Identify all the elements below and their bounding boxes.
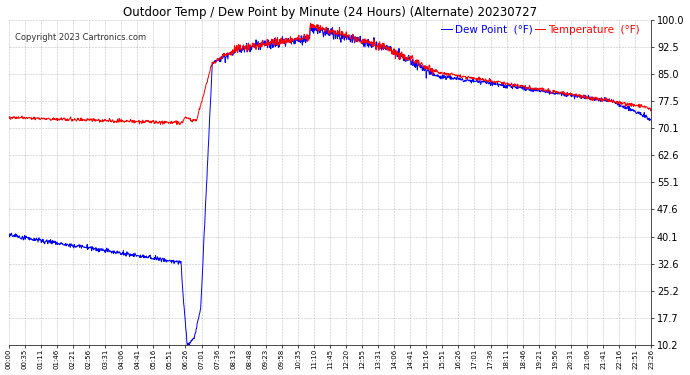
Temperature  (°F) — [306, 21, 315, 26]
Temperature  (°F) — [219, 53, 228, 57]
Title: Outdoor Temp / Dew Point by Minute (24 Hours) (Alternate) 20230727: Outdoor Temp / Dew Point by Minute (24 H… — [123, 6, 537, 18]
Dew Point  (°F) — [515, 85, 523, 90]
Temperature  (°F) — [4, 115, 12, 120]
Dew Point  (°F) — [572, 94, 580, 98]
Temperature  (°F) — [132, 120, 140, 124]
Dew Point  (°F) — [132, 253, 140, 257]
Line: Temperature  (°F): Temperature (°F) — [8, 23, 651, 124]
Dew Point  (°F) — [4, 234, 12, 238]
Dew Point  (°F) — [183, 343, 191, 347]
Temperature  (°F) — [172, 122, 181, 127]
Legend: Dew Point  (°F), Temperature  (°F): Dew Point (°F), Temperature (°F) — [441, 25, 640, 35]
Dew Point  (°F) — [148, 257, 156, 261]
Temperature  (°F) — [431, 68, 440, 72]
Temperature  (°F) — [515, 84, 523, 88]
Temperature  (°F) — [647, 105, 655, 110]
Dew Point  (°F) — [431, 74, 440, 78]
Temperature  (°F) — [148, 119, 156, 123]
Dew Point  (°F) — [219, 54, 228, 59]
Temperature  (°F) — [572, 92, 580, 96]
Line: Dew Point  (°F): Dew Point (°F) — [8, 26, 651, 345]
Dew Point  (°F) — [306, 23, 315, 28]
Dew Point  (°F) — [647, 116, 655, 121]
Text: Copyright 2023 Cartronics.com: Copyright 2023 Cartronics.com — [15, 33, 146, 42]
